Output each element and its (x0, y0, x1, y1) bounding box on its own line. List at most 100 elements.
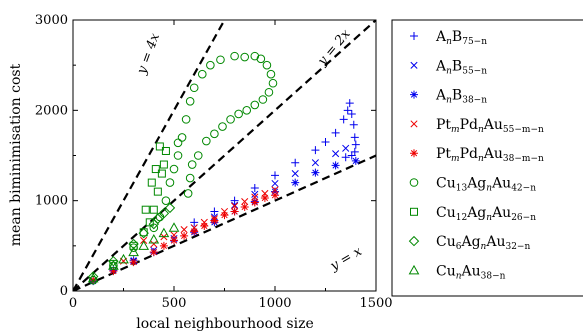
series-5-point-1 (89, 276, 98, 285)
y-tick-label-2000: 2000 (35, 103, 68, 118)
series-4-point-5 (170, 231, 178, 239)
series-5-point-13 (240, 202, 249, 211)
series-6-point-27 (242, 106, 252, 115)
series-3-point-13 (331, 161, 340, 170)
series-1-point-11 (343, 106, 352, 115)
series-6-point-36 (183, 189, 193, 198)
legend-item-6: Cu13AgnAu42−n (409, 176, 536, 194)
legend-marker-6 (409, 178, 419, 187)
legend-box (391, 19, 583, 297)
legend-marker-3 (410, 90, 418, 99)
y-axis-title: mean biminimisation cost (8, 63, 24, 246)
series-3-point-11 (291, 178, 300, 187)
legend: AnB75−n AnB55−n AnB38−n PtmPdnAu55−m−n PtmPd… (408, 29, 544, 281)
series-5-point-5 (159, 241, 168, 250)
series-1-point-10 (339, 115, 348, 124)
series-5-point-6 (170, 236, 178, 245)
series-6-point-24 (264, 87, 274, 97)
series-2-point-10 (311, 159, 319, 167)
series-2-point-9 (291, 170, 299, 178)
series-6-point-33 (193, 151, 203, 160)
legend-item-7: Cu12AgnAu26−n (410, 205, 536, 223)
series-4-point-13 (251, 193, 259, 201)
legend-marker-9 (408, 264, 420, 275)
series-5-point-8 (190, 227, 199, 236)
series-1-point-12 (345, 99, 354, 108)
legend-marker-4 (410, 120, 418, 128)
legend-label-9: CunAu38−n (436, 263, 506, 281)
legend-label-6: Cu13AgnAu42−n (436, 176, 536, 194)
series-6-point-30 (218, 122, 227, 131)
x-axis-title: local neighbourhood size (136, 316, 314, 332)
series-7-point-13 (141, 205, 150, 214)
series-6-point-35 (185, 173, 195, 183)
series-6-point-12 (185, 97, 195, 106)
legend-item-1: AnB75−n (410, 29, 487, 47)
legend-label-8: Cu6AgnAu32−n (436, 234, 530, 252)
legend-item-2: AnB55−n (410, 58, 487, 76)
y-tick-label-3000: 3000 (35, 13, 68, 28)
series-7-point-2 (129, 241, 138, 250)
series-3-point-14 (351, 156, 360, 165)
series-5-point-11 (220, 211, 229, 220)
series-6-point-9 (173, 151, 183, 160)
series-1-point-2 (210, 207, 219, 216)
series-1 (190, 99, 360, 227)
legend-label-2: AnB55−n (435, 58, 487, 76)
axes: 0 500 1000 1500 0 1000 2000 3000 y = 4x y = 2x y =… (35, 13, 393, 311)
series-7-point-8 (159, 160, 168, 169)
series-6-point-31 (210, 129, 219, 139)
series-6-point-26 (250, 100, 260, 110)
legend-label-7: Cu12AgnAu26−n (436, 205, 536, 223)
legend-marker-2 (410, 61, 418, 69)
series-4-point-12 (241, 198, 249, 206)
series-5-point-7 (180, 231, 189, 240)
series-9-point-8 (168, 222, 180, 232)
series-9-point-6 (148, 233, 160, 244)
series-4-point-3 (150, 240, 158, 248)
series-1-point-9 (331, 128, 340, 137)
series-6-point-37 (173, 138, 183, 148)
series-4-point-15 (271, 186, 279, 194)
legend-marker-7 (410, 207, 418, 216)
series-2-point-12 (342, 144, 350, 152)
series-6-point-7 (165, 178, 175, 187)
series-6-point-32 (202, 136, 211, 146)
series-6-point-23 (268, 78, 278, 88)
series-5-point-16 (271, 191, 279, 200)
series-6-point-22 (266, 69, 276, 79)
series-8-point-6 (152, 213, 164, 224)
x-tick-label-0: 0 (69, 296, 77, 311)
series-9-point-1 (87, 272, 99, 283)
series-9-point-3 (118, 253, 129, 264)
series-7-point-6 (153, 187, 162, 196)
legend-marker-1 (410, 32, 418, 40)
legend-label-1: AnB75−n (435, 29, 487, 47)
series-6-point-13 (189, 83, 199, 93)
series-5-point-3 (129, 258, 138, 267)
series-9-point-5 (138, 240, 150, 250)
legend-label-5: PtmPdnAu38−m−n (436, 146, 544, 164)
series-7-point-5 (149, 205, 158, 214)
reference-line-label-2: y = 2x (314, 26, 354, 69)
series-5-point-4 (149, 248, 158, 257)
series-1-point-7 (311, 146, 320, 155)
reference-line-label-1: y = 4x (134, 31, 163, 77)
series-6-point-17 (230, 51, 239, 61)
legend-item-4: PtmPdnAu55−m−n (410, 117, 544, 135)
series-1-point-8 (321, 137, 330, 146)
series-1-point-6 (291, 158, 300, 167)
series-3 (89, 156, 360, 286)
series-6-point-10 (177, 133, 187, 142)
series-6-point-8 (169, 164, 179, 174)
series-6-point-20 (256, 54, 266, 64)
series-6-point-29 (226, 115, 235, 124)
series-5-point-14 (250, 198, 259, 207)
series-8-point-4 (138, 227, 149, 239)
series-9-point-7 (158, 227, 170, 238)
series-1-point-19 (341, 153, 350, 162)
legend-label-4: PtmPdnAu55−m−n (436, 117, 544, 135)
series-7-point-9 (161, 146, 170, 155)
series-9-point-2 (108, 260, 119, 270)
series-6-point-25 (258, 95, 268, 104)
